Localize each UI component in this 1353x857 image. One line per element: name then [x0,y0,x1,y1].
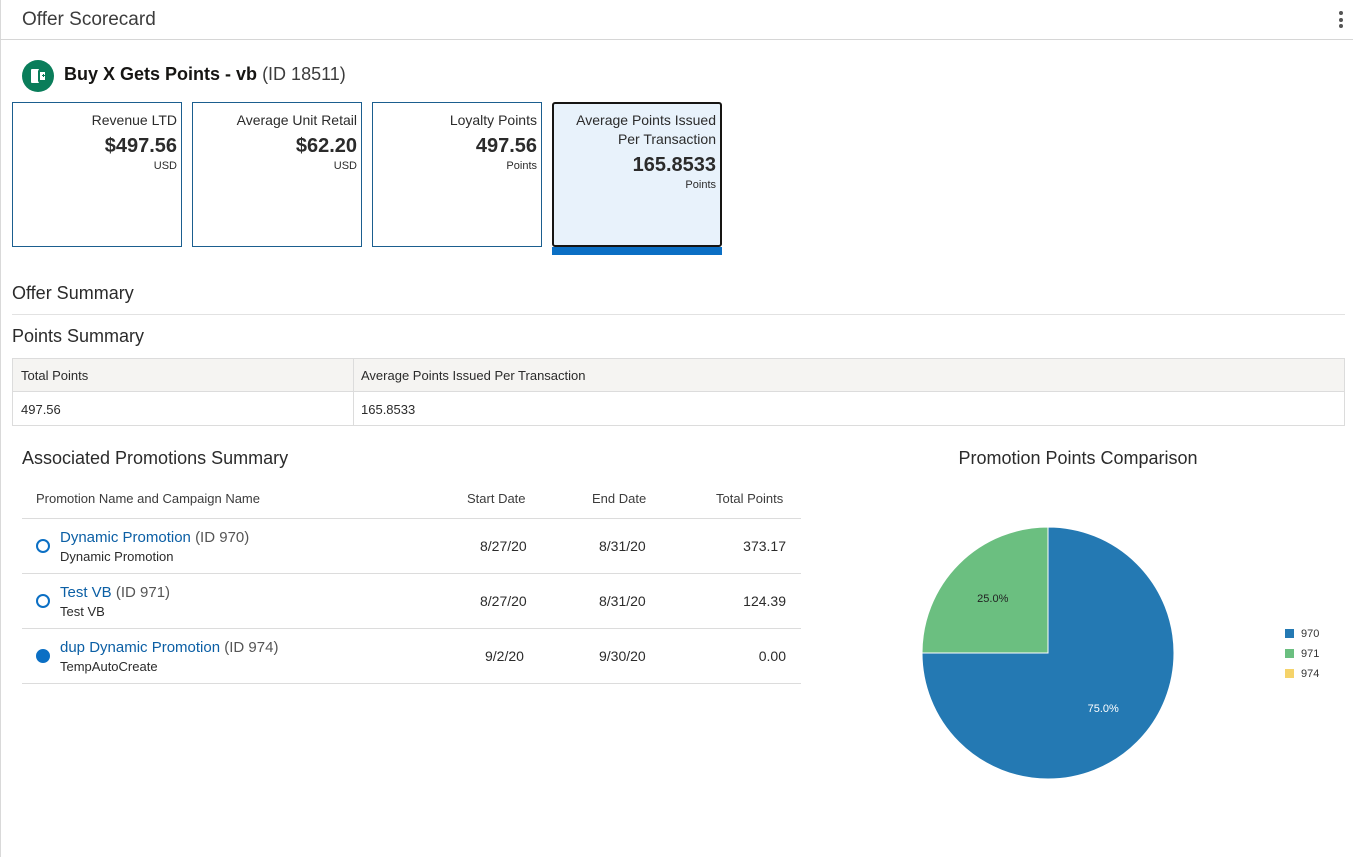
total-points: 373.17 [743,538,786,554]
promotion-name: Test VB (ID 971) [60,584,170,601]
total-points: 124.39 [743,593,786,609]
kpi-label-line1: Average Points Issued [576,112,716,128]
pie-slice-label-971: 25.0% [977,593,1008,605]
promotion-id: (ID 970) [195,529,250,546]
column-header-promotion-name: Promotion Name and Campaign Name [36,491,260,506]
campaign-name: Test VB [60,604,105,619]
kpi-label: Loyalty Points [449,112,537,128]
end-date: 9/30/20 [599,648,646,664]
column-header-start-date: Start Date [467,491,526,506]
start-date: 8/27/20 [480,538,527,554]
total-points: 0.00 [758,648,786,664]
start-date: 8/27/20 [480,593,527,609]
associated-promotions-heading: Associated Promotions Summary [22,448,289,468]
kpi-label: Revenue LTD [91,112,177,128]
chart-title: Promotion Points Comparison [958,448,1198,468]
kpi-label-line2: Per Transaction [617,131,716,147]
row-select-radio-selected[interactable] [36,649,50,663]
kpi-unit: USD [153,160,177,172]
table-row[interactable]: dup Dynamic Promotion (ID 974) TempAutoC… [22,628,801,683]
row-select-radio[interactable] [36,594,50,608]
promotion-link[interactable]: Dynamic Promotion [60,529,191,546]
page-header: Offer Scorecard [0,0,1353,40]
legend-swatch [1285,629,1294,638]
kpi-unit: Points [506,160,537,172]
offer-icon [22,60,54,92]
legend-label: 974 [1301,668,1320,680]
kpi-card-revenue-ltd[interactable]: Revenue LTD $497.56 USD [12,102,182,247]
legend-item-974[interactable]: 974 [1285,668,1319,680]
legend-item-970[interactable]: 970 [1285,628,1319,640]
column-header-average-points: Average Points Issued Per Transaction [361,368,586,383]
kpi-unit: USD [333,160,357,172]
legend-swatch [1285,669,1294,678]
legend-swatch [1285,649,1294,658]
start-date: 9/2/20 [485,648,524,664]
campaign-name: Dynamic Promotion [60,549,174,564]
offer-summary-heading: Offer Summary [12,283,134,303]
section-divider [12,314,1345,315]
points-summary-heading: Points Summary [12,326,145,346]
kpi-card-average-points-issued[interactable]: Average Points Issued Per Transaction 16… [552,102,722,247]
promotion-link[interactable]: Test VB [60,584,112,601]
legend-label: 971 [1301,648,1320,660]
offer-id: (ID 18511) [262,64,346,84]
row-select-radio[interactable] [36,539,50,553]
cell-total-points: 497.56 [21,402,61,417]
points-summary-table: Total Points Average Points Issued Per T… [12,358,1345,426]
table-bottom-border [22,683,801,684]
page-title: Offer Scorecard [22,9,156,30]
offer-name: Buy X Gets Points - vb [64,64,258,84]
promotion-link[interactable]: dup Dynamic Promotion [60,639,221,656]
kpi-value: $62.20 [295,135,357,157]
end-date: 8/31/20 [599,538,646,554]
offer-title: Buy X Gets Points - vb (ID 18511) [64,64,346,85]
cell-average-points: 165.8533 [361,402,416,417]
legend-label: 970 [1301,628,1320,640]
kpi-selected-indicator [552,247,722,255]
table-row[interactable]: Test VB (ID 971) Test VB 8/27/20 8/31/20… [22,573,801,628]
kpi-value: 165.8533 [632,154,716,176]
pie-slice-970[interactable] [921,526,1175,780]
kebab-menu-icon[interactable] [1337,11,1345,31]
table-header-row [13,359,1344,392]
promotion-id: (ID 974) [224,639,279,656]
campaign-name: TempAutoCreate [60,659,158,674]
kpi-value: $497.56 [104,135,177,157]
kpi-label: Average Unit Retail [236,112,357,128]
pie-slice-971[interactable] [921,526,1049,654]
kpi-card-loyalty-points[interactable]: Loyalty Points 497.56 Points [372,102,542,247]
promotion-points-pie-chart: 75.0% 25.0% [921,526,1175,780]
kpi-unit: Points [685,179,716,191]
end-date: 8/31/20 [599,593,646,609]
table-row[interactable]: Dynamic Promotion (ID 970) Dynamic Promo… [22,518,801,573]
column-header-total-points: Total Points [21,368,89,383]
promotion-name: Dynamic Promotion (ID 970) [60,529,249,546]
column-divider [353,359,354,425]
column-header-total-points: Total Points [716,491,784,506]
column-header-end-date: End Date [592,491,647,506]
promotion-id: (ID 971) [115,584,171,601]
promotion-name: dup Dynamic Promotion (ID 974) [60,639,278,656]
legend-item-971[interactable]: 971 [1285,648,1319,660]
kpi-card-average-unit-retail[interactable]: Average Unit Retail $62.20 USD [192,102,362,247]
kpi-value: 497.56 [475,135,537,157]
pie-slice-label-970: 75.0% [1088,703,1119,715]
